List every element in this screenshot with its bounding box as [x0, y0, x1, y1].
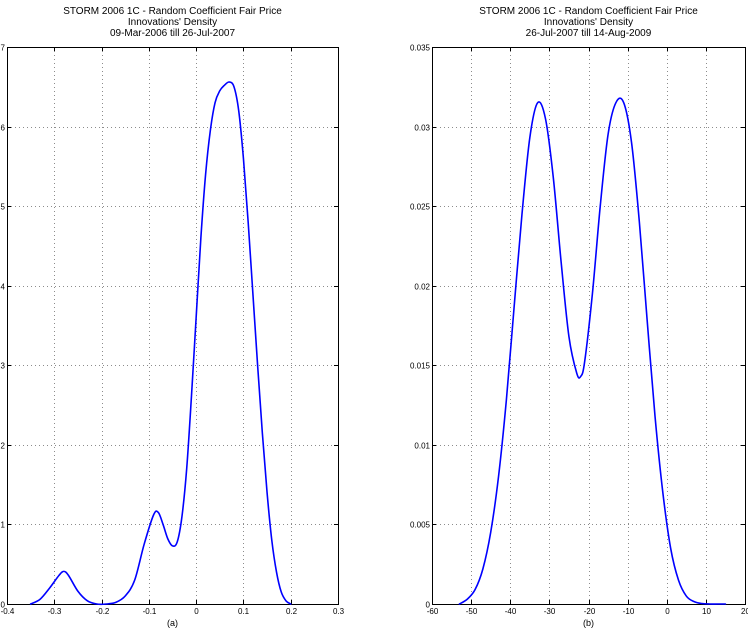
x-tick-label: -60: [427, 607, 439, 616]
y-tick-label: 3: [1, 362, 6, 371]
chart-title-line: 26-Jul-2007 till 14-Aug-2009: [526, 28, 652, 39]
x-tick-label: -0.3: [48, 607, 62, 616]
x-tick-label: -30: [544, 607, 556, 616]
y-tick-label: 4: [1, 283, 6, 292]
y-tick-label: 0.025: [410, 203, 431, 212]
x-tick-label: -50: [466, 607, 478, 616]
x-tick-label: -20: [584, 607, 596, 616]
y-tick-label: 0.02: [414, 283, 430, 292]
y-tick-label: 0.03: [414, 124, 430, 133]
y-tick-label: 2: [1, 442, 6, 451]
y-tick-label: 0.015: [410, 362, 431, 371]
y-tick-label: 6: [1, 124, 6, 133]
x-tick-label: 20: [741, 607, 748, 616]
x-tick-label: -40: [505, 607, 517, 616]
chart-title-line: STORM 2006 1C - Random Coefficient Fair …: [63, 6, 282, 17]
density-curve: [458, 97, 727, 605]
density-curve: [29, 81, 292, 606]
y-tick-label: 0.005: [410, 521, 431, 530]
x-tick-label: 0: [194, 607, 199, 616]
x-tick-label: -0.4: [1, 607, 15, 616]
x-tick-label: 0: [665, 607, 670, 616]
y-tick-label: 0: [1, 601, 6, 610]
panel-label: (a): [167, 618, 178, 628]
chart-panel-1: -0.4 -0.3 -0.2 -0.1 0 0.1 0.2 0.3 0 1 2 3 4 5 6 7 STORM …: [1, 6, 345, 628]
chart-title-line: Innovations' Density: [544, 17, 633, 28]
chart-panel-2: -60 -50 -40 -30 -20 -10 0 10 20 0 0.005 0.01 0.015 0.…: [410, 6, 748, 628]
axes-frame: [7, 47, 339, 605]
panel-label: (b): [583, 618, 594, 628]
y-tick-label: 7: [1, 44, 6, 53]
y-tick-label: 5: [1, 203, 6, 212]
y-tick-label: 0.01: [414, 442, 430, 451]
chart-title-line: Innovations' Density: [128, 17, 217, 28]
y-tick-label: 1: [1, 521, 6, 530]
x-tick-label: 0.2: [286, 607, 298, 616]
chart-title-line: STORM 2006 1C - Random Coefficient Fair …: [479, 6, 698, 17]
y-tick-label: 0.035: [410, 44, 431, 53]
x-tick-label: 10: [702, 607, 711, 616]
x-tick-label: -0.2: [96, 607, 110, 616]
x-tick-label: 0.1: [238, 607, 250, 616]
x-tick-label: 0.3: [333, 607, 345, 616]
x-tick-label: -10: [623, 607, 635, 616]
y-tick-label: 0: [426, 601, 431, 610]
chart-title-line: 09-Mar-2006 till 26-Jul-2007: [110, 28, 236, 39]
x-tick-label: -0.1: [143, 607, 157, 616]
